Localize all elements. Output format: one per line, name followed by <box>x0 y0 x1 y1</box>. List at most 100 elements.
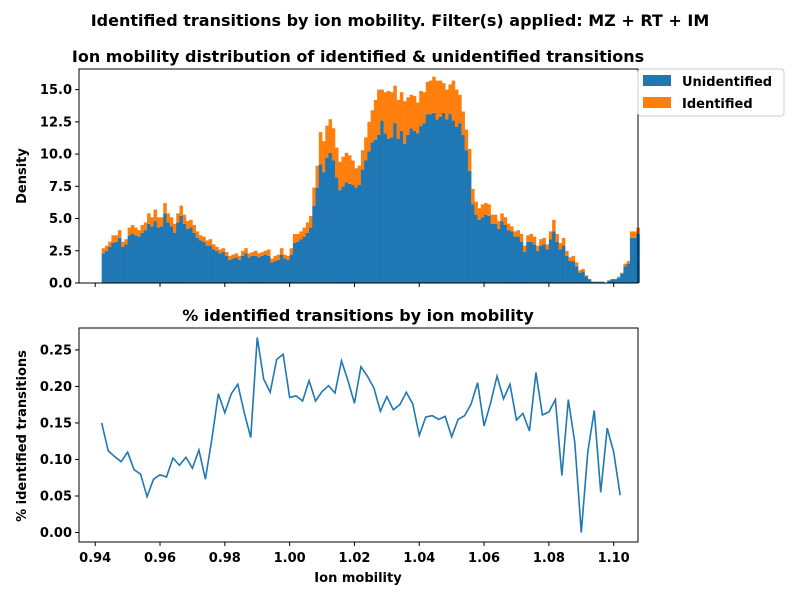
bar-identified <box>493 214 498 224</box>
bar-unidentified <box>451 120 456 284</box>
bar-identified <box>526 235 530 242</box>
x-tick-label: 1.04 <box>403 551 435 566</box>
bar-identified <box>626 261 631 264</box>
bar-identified <box>477 208 482 220</box>
bar-unidentified <box>253 255 258 283</box>
bar-identified <box>616 276 621 278</box>
bar-unidentified <box>101 253 106 283</box>
line-chart-y-axis-label: % identified transitions <box>15 350 30 522</box>
bar-unidentified <box>383 133 388 283</box>
bar-identified <box>215 246 219 251</box>
bar-identified <box>127 227 132 236</box>
bar-identified <box>568 257 572 262</box>
bar-identified <box>253 250 258 256</box>
y-tick-label: 5.0 <box>49 212 72 227</box>
bar-identified <box>454 89 459 128</box>
bar-identified <box>160 217 164 227</box>
bar-identified <box>166 213 171 223</box>
bar-unidentified <box>312 205 316 283</box>
bar-unidentified <box>594 281 598 283</box>
bar-unidentified <box>490 223 495 283</box>
bar-unidentified <box>587 279 592 283</box>
line-chart-y-ticks: 0.00 0.05 0.10 0.15 0.20 0.25 <box>40 343 79 541</box>
bar-identified <box>341 156 346 187</box>
bar-identified <box>448 84 452 115</box>
bar-identified <box>172 223 177 233</box>
bar-identified <box>257 253 261 258</box>
bar-identified <box>542 237 546 245</box>
bar-identified <box>305 222 310 233</box>
bar-unidentified <box>124 244 128 283</box>
x-tick-label: 1.00 <box>274 551 306 566</box>
bar-unidentified <box>529 241 533 283</box>
bar-unidentified <box>364 160 368 283</box>
bar-identified <box>490 214 495 224</box>
bar-unidentified <box>396 138 401 283</box>
bar-identified <box>539 239 543 246</box>
bar-unidentified <box>399 130 404 283</box>
bar-unidentified <box>548 239 553 283</box>
bar-identified <box>529 234 533 242</box>
bar-unidentified <box>341 186 346 283</box>
bar-identified <box>419 90 423 126</box>
bar-identified <box>143 222 148 231</box>
bar-unidentified <box>561 245 566 283</box>
bar-unidentified <box>231 258 235 283</box>
bar-identified <box>101 248 106 254</box>
bar-unidentified <box>211 249 216 283</box>
bar-identified <box>266 249 271 256</box>
bar-unidentified <box>335 177 339 283</box>
bar-identified <box>351 160 355 186</box>
bar-identified <box>458 94 462 124</box>
y-tick-label: 0.15 <box>40 416 72 431</box>
bar-unidentified <box>347 183 352 283</box>
bar-unidentified <box>390 137 394 283</box>
bar-identified <box>296 234 300 242</box>
bar-identified <box>179 205 183 216</box>
bar-identified <box>480 204 485 218</box>
bar-unidentified <box>351 185 355 283</box>
bar-identified <box>561 237 566 246</box>
bar-identified <box>467 148 472 171</box>
bar-unidentified <box>121 246 125 283</box>
bar-unidentified <box>578 272 582 283</box>
bar-identified <box>519 234 524 242</box>
bar-unidentified <box>532 244 537 283</box>
bar-identified <box>276 254 281 260</box>
bar-unidentified <box>484 214 488 283</box>
bar-unidentified <box>467 170 472 283</box>
bar-identified <box>432 76 436 113</box>
bar-unidentified <box>241 255 245 283</box>
bar-identified <box>396 99 401 139</box>
bar-unidentified <box>286 259 290 283</box>
bar-unidentified <box>571 261 576 283</box>
bar-unidentified <box>360 169 365 283</box>
bar-identified <box>558 243 563 250</box>
histogram-x-ticks <box>94 283 615 287</box>
bar-identified <box>325 125 329 158</box>
bar-identified <box>156 217 161 228</box>
bar-identified <box>312 187 316 206</box>
bar-unidentified <box>535 250 540 283</box>
bar-unidentified <box>215 250 219 283</box>
bar-identified <box>283 254 287 259</box>
bar-unidentified <box>244 253 248 283</box>
bar-unidentified <box>237 259 242 283</box>
bar-identified <box>548 231 553 240</box>
bar-identified <box>354 168 358 188</box>
bar-unidentified <box>480 217 485 283</box>
bar-identified <box>581 268 585 272</box>
bar-identified <box>412 96 417 131</box>
bar-identified <box>347 155 352 184</box>
histogram-y-axis-label: Density <box>15 148 30 204</box>
bar-unidentified <box>263 254 268 283</box>
bar-identified <box>386 90 391 139</box>
bar-identified <box>633 231 637 238</box>
bar-unidentified <box>509 231 514 283</box>
bar-identified <box>565 250 569 256</box>
bar-identified <box>117 230 122 238</box>
bar-identified <box>224 252 229 256</box>
bar-identified <box>370 110 375 143</box>
bar-identified <box>497 221 501 229</box>
bar-unidentified <box>218 253 222 283</box>
